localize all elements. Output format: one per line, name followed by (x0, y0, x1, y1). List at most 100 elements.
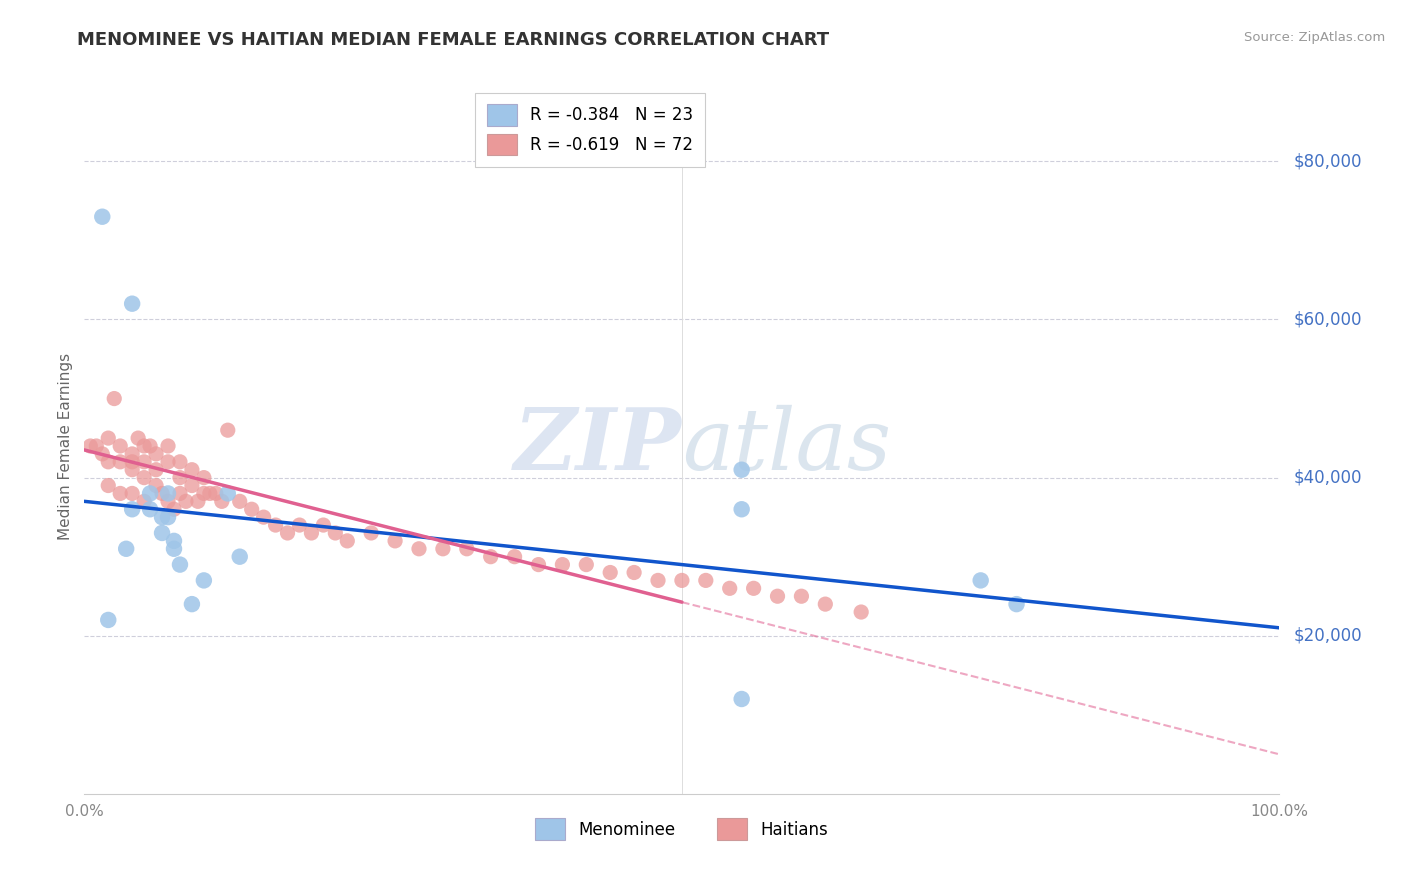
Point (229, 549, 252, 564)
Point (384, 533, 406, 548)
Point (91, 210, 114, 224)
Point (157, 510, 180, 524)
Point (193, 486, 215, 500)
Point (163, 533, 186, 548)
Point (150, 486, 173, 500)
Text: atlas: atlas (682, 405, 891, 487)
Point (139, 502, 162, 516)
Point (181, 463, 204, 477)
Point (139, 486, 162, 500)
Point (217, 486, 239, 500)
Point (187, 494, 209, 508)
Text: MENOMINEE VS HAITIAN MEDIAN FEMALE EARNINGS CORRELATION CHART: MENOMINEE VS HAITIAN MEDIAN FEMALE EARNI… (77, 31, 830, 49)
Text: $60,000: $60,000 (1294, 310, 1362, 328)
Text: $80,000: $80,000 (1294, 153, 1362, 170)
Point (110, 455, 132, 469)
Point (551, 558, 574, 572)
Point (110, 439, 132, 453)
Point (157, 439, 180, 453)
Point (408, 541, 430, 556)
Point (527, 558, 550, 572)
Point (169, 558, 191, 572)
Point (814, 597, 837, 611)
Point (163, 541, 186, 556)
Point (325, 526, 347, 541)
Point (301, 526, 323, 541)
Point (193, 470, 215, 484)
Point (360, 526, 382, 541)
Point (79, 439, 101, 453)
Point (1005, 597, 1028, 611)
Point (240, 502, 263, 516)
Point (97, 431, 120, 445)
Point (970, 574, 993, 588)
Point (205, 486, 228, 500)
Point (731, 502, 754, 516)
Point (253, 510, 276, 524)
Point (288, 518, 311, 533)
Point (132, 455, 156, 469)
Text: $40,000: $40,000 (1294, 468, 1362, 487)
Point (623, 566, 645, 580)
Point (766, 589, 789, 603)
Point (169, 470, 191, 484)
Point (790, 589, 813, 603)
Point (91, 447, 114, 461)
Point (121, 296, 143, 310)
Point (503, 549, 526, 564)
Point (163, 502, 186, 516)
Point (169, 455, 191, 469)
Point (731, 692, 754, 706)
Point (671, 574, 693, 588)
Point (277, 526, 299, 541)
Point (181, 597, 204, 611)
Point (150, 526, 173, 541)
Point (169, 486, 191, 500)
Point (479, 549, 502, 564)
Point (103, 392, 125, 406)
Text: $20,000: $20,000 (1294, 627, 1362, 645)
Point (132, 470, 156, 484)
Point (312, 518, 335, 533)
Point (695, 574, 717, 588)
Point (97, 478, 120, 492)
Point (157, 494, 180, 508)
Point (157, 455, 180, 469)
Point (599, 566, 621, 580)
Point (145, 463, 167, 477)
Point (264, 518, 287, 533)
Point (456, 541, 478, 556)
Point (217, 423, 239, 437)
Point (157, 486, 180, 500)
Point (121, 502, 143, 516)
Point (115, 541, 138, 556)
Point (575, 558, 598, 572)
Point (336, 533, 359, 548)
Point (718, 582, 741, 596)
Point (229, 494, 252, 508)
Point (198, 486, 221, 500)
Point (121, 447, 143, 461)
Point (97, 613, 120, 627)
Point (150, 510, 173, 524)
Legend: Menominee, Haitians: Menominee, Haitians (527, 810, 837, 848)
Point (851, 605, 873, 619)
Point (145, 447, 167, 461)
Point (742, 582, 765, 596)
Point (86, 439, 108, 453)
Point (211, 494, 233, 508)
Point (121, 463, 143, 477)
Point (127, 431, 149, 445)
Point (174, 494, 197, 508)
Point (139, 439, 162, 453)
Point (97, 455, 120, 469)
Point (121, 486, 143, 500)
Point (132, 439, 156, 453)
Point (432, 541, 454, 556)
Point (193, 574, 215, 588)
Point (121, 455, 143, 469)
Point (110, 486, 132, 500)
Y-axis label: Median Female Earnings: Median Female Earnings (58, 352, 73, 540)
Point (132, 494, 156, 508)
Point (145, 478, 167, 492)
